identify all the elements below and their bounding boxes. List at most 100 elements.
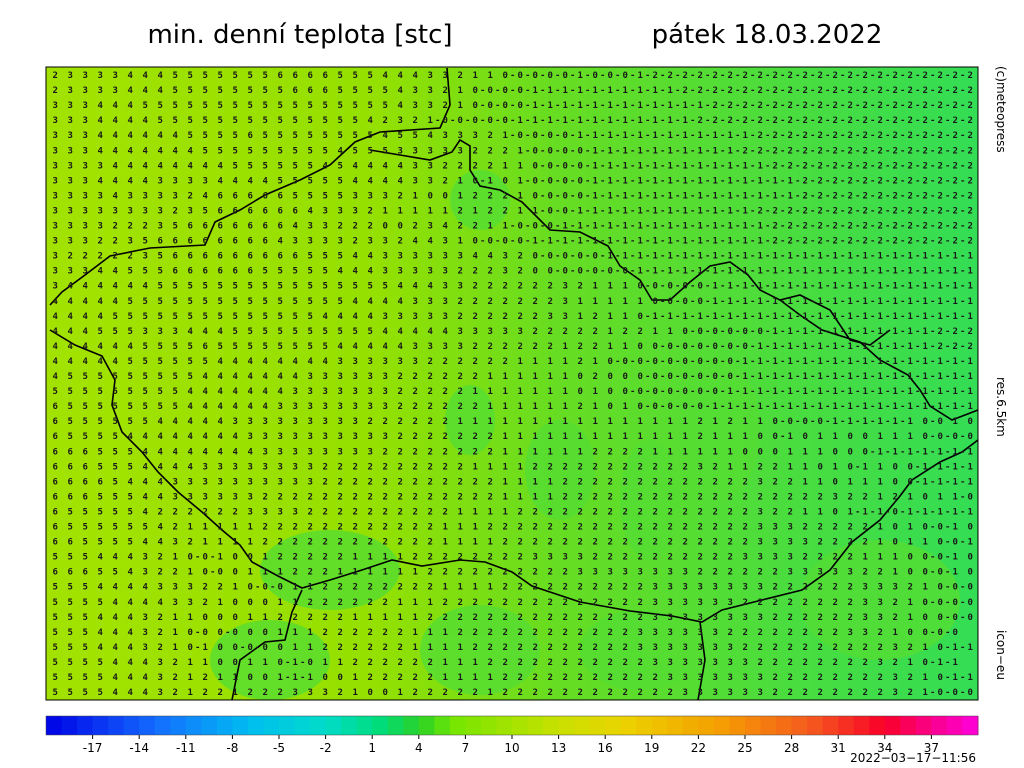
colorbar-segment (729, 716, 746, 735)
colorbar-tick-label: -14 (129, 741, 149, 755)
grid-row: 5 5 5 5 4 4 4 3 2 1 1 0 0 1 1 0-1-0 1 1 … (45, 658, 958, 668)
timestamp: 2022−03−17−11:56 (850, 751, 976, 765)
colorbar-segment (807, 716, 824, 735)
colorbar-segment (341, 716, 358, 735)
colorbar-segment (170, 716, 187, 735)
grid-row: 4 4 4 4 4 5 5 5 5 5 5 5 5 5 5 5 5 5 5 5 … (45, 297, 973, 307)
colorbar-segment (46, 716, 63, 735)
grid-row: 3 3 3 4 4 4 4 5 5 5 5 5 5 5 5 5 5 5 5 5 … (45, 116, 973, 126)
colorbar-segment (185, 716, 202, 735)
colorbar-tick-label: -11 (176, 741, 196, 755)
model-name: icon−eu (994, 630, 1008, 680)
colorbar-segment (745, 716, 762, 735)
grid-row: 5 5 5 5 5 5 5 5 5 4 4 4 4 4 4 4 3 3 3 3 … (45, 387, 973, 397)
colorbar-tick-label: 4 (415, 741, 423, 755)
grid-row: 5 5 5 4 4 4 4 3 3 3 2 2 1 0-0-0 1 1 2 2 … (45, 583, 973, 593)
colorbar-tick-label: -5 (273, 741, 285, 755)
grid-row: 5 5 5 4 4 4 3 2 1 1 0 0 0 1 1 2 2 2 2 2 … (45, 613, 973, 623)
grid-row: 5 5 5 5 4 4 4 3 2 1 2 1 1 0 0 1-1-1 0 0 … (45, 673, 973, 683)
colorbar-segment (543, 716, 560, 735)
colorbar-segment (791, 716, 808, 735)
colorbar-segment (310, 716, 327, 735)
grid-row: 6 6 6 5 5 4 3 2 2 1 0-0 0 1 1 1 2 2 2 1 … (45, 568, 973, 578)
colorbar-segment (201, 716, 218, 735)
grid-row: 3 3 3 3 3 3 3 3 2 3 5 6 6 6 6 6 6 4 3 3 … (45, 207, 973, 217)
colorbar-segment (449, 716, 466, 735)
colorbar-segment (154, 716, 171, 735)
colorbar-segment (962, 716, 979, 735)
colorbar-segment (403, 716, 420, 735)
colorbar-tick-label: 28 (784, 741, 799, 755)
credit: (c)meteopress (994, 66, 1008, 153)
grid-row: 4 4 4 4 5 5 5 5 5 5 5 5 5 5 5 5 5 5 4 4 … (45, 312, 973, 322)
colorbar-segment (589, 716, 606, 735)
grid-row: 5 5 5 4 4 4 3 2 1 0-0-1 0 0 1 2 2 2 2 2 … (45, 553, 973, 563)
grid-row: 6 5 5 5 5 5 5 4 2 1 1 1 1 1 2 2 2 2 2 2 … (45, 523, 973, 533)
grid-row: 6 5 5 5 5 5 5 5 5 4 4 4 4 4 4 3 3 3 3 3 … (45, 402, 973, 412)
grid-row: 2 3 3 3 3 4 4 4 5 5 5 5 5 5 5 6 6 6 6 5 … (45, 71, 973, 81)
grid-row: 4 4 4 4 4 4 5 5 5 5 6 5 5 5 5 5 5 5 5 4 … (45, 342, 973, 352)
colorbar-segment (512, 716, 529, 735)
colorbar-tick-label: 13 (551, 741, 566, 755)
colorbar-segment (574, 716, 591, 735)
colorbar-segment (636, 716, 653, 735)
grid-row: 6 6 5 5 5 5 4 4 3 2 1 1 1 1 2 2 2 2 2 2 … (45, 538, 973, 548)
grid-row: 3 2 2 2 2 2 3 5 6 6 6 6 6 6 6 6 6 5 5 5 … (45, 252, 973, 262)
colorbar-tick-label: 22 (691, 741, 706, 755)
colorbar-segment (92, 716, 109, 735)
colorbar-segment (915, 716, 932, 735)
colorbar-tick-label: 1 (368, 741, 376, 755)
colorbar-tick-label: -2 (320, 741, 332, 755)
colorbar-segment (123, 716, 140, 735)
colorbar-segment (294, 716, 311, 735)
colorbar-tick-label: 7 (462, 741, 470, 755)
map-date: pátek 18.03.2022 (652, 20, 883, 50)
colorbar-tick-label: -17 (83, 741, 103, 755)
cool-patches (210, 170, 960, 700)
colorbar-segment (713, 716, 730, 735)
colorbar-tick-label: 34 (877, 741, 892, 755)
colorbar-tick-label: 31 (831, 741, 846, 755)
grid-row: 2 3 3 3 3 4 4 4 5 5 5 5 5 5 5 5 6 6 6 5 … (45, 86, 973, 96)
resolution: res.6.5km (994, 377, 1008, 437)
colorbar-segment (387, 716, 404, 735)
grid-row: 6 6 6 5 5 5 4 4 4 4 4 4 4 4 3 3 3 3 3 3 … (45, 447, 973, 457)
borders (49, 67, 978, 700)
grid-row: 3 3 3 4 4 4 4 4 4 5 5 5 5 6 5 5 5 5 5 5 … (45, 131, 973, 141)
colorbar-segment (527, 716, 544, 735)
grid-row: 6 5 5 5 5 4 4 4 4 4 4 4 4 3 3 3 3 3 3 3 … (45, 432, 973, 442)
colorbar-segment (667, 716, 684, 735)
grid-row: 3 3 3 3 4 4 4 4 4 4 4 4 5 5 5 5 5 5 4 5 … (45, 161, 973, 171)
colorbar-segment (853, 716, 870, 735)
grid-row: 6 6 6 5 5 5 4 4 4 4 3 3 3 3 3 3 3 3 2 2 … (45, 462, 973, 472)
colorbar-segment (356, 716, 373, 735)
colorbar-tick-label: -8 (226, 741, 238, 755)
colorbar-segment (418, 716, 435, 735)
colorbar-tick-label: 19 (644, 741, 659, 755)
grid-row: 6 5 5 5 5 5 4 2 2 2 2 2 2 3 3 3 3 2 2 2 … (45, 508, 973, 518)
grid-row: 3 3 3 2 2 3 5 6 6 6 6 6 6 6 6 4 3 3 3 3 … (45, 237, 973, 247)
grid-row: 3 3 3 4 4 5 5 5 6 6 6 6 6 6 5 5 5 5 5 4 … (45, 267, 973, 277)
colorbar-segment (216, 716, 233, 735)
colorbar-segment (434, 716, 451, 735)
colorbar-segment (698, 716, 715, 735)
colorbar-frame (45, 715, 979, 736)
colorbar: -17 -14 -11 -8 -5 -2 1 4 7 10 13 16 19 22 25 28 31 34 37 (46, 716, 979, 755)
colorbar-segment (620, 716, 637, 735)
colorbar-tick-label: 16 (598, 741, 613, 755)
colorbar-segment (931, 716, 948, 735)
colorbar-segment (651, 716, 668, 735)
colorbar-tick-label: 25 (737, 741, 752, 755)
colorbar-segment (77, 716, 94, 735)
colorbar-segment (900, 716, 917, 735)
grid-row: 3 3 3 3 4 3 3 3 3 2 4 6 6 6 6 6 5 5 5 5 … (45, 191, 973, 201)
colorbar-segment (776, 716, 793, 735)
grid-row: 3 3 3 4 4 4 4 4 4 4 5 5 5 5 5 5 5 5 5 4 … (45, 146, 973, 156)
grid-row: 6 6 6 5 5 5 4 4 3 3 3 3 3 3 2 2 2 2 2 2 … (45, 492, 973, 502)
colorbar-segment (263, 716, 280, 735)
colorbar-segment (325, 716, 342, 735)
colorbar-segment (884, 716, 901, 735)
grid-row: 5 5 5 4 4 4 3 2 1 0-0 0-0 0 0 1 1 1 2 2 … (45, 628, 958, 638)
grid-row: 5 5 5 5 4 4 4 4 3 3 2 1 0 0 0 1 1 2 2 2 … (45, 598, 973, 608)
